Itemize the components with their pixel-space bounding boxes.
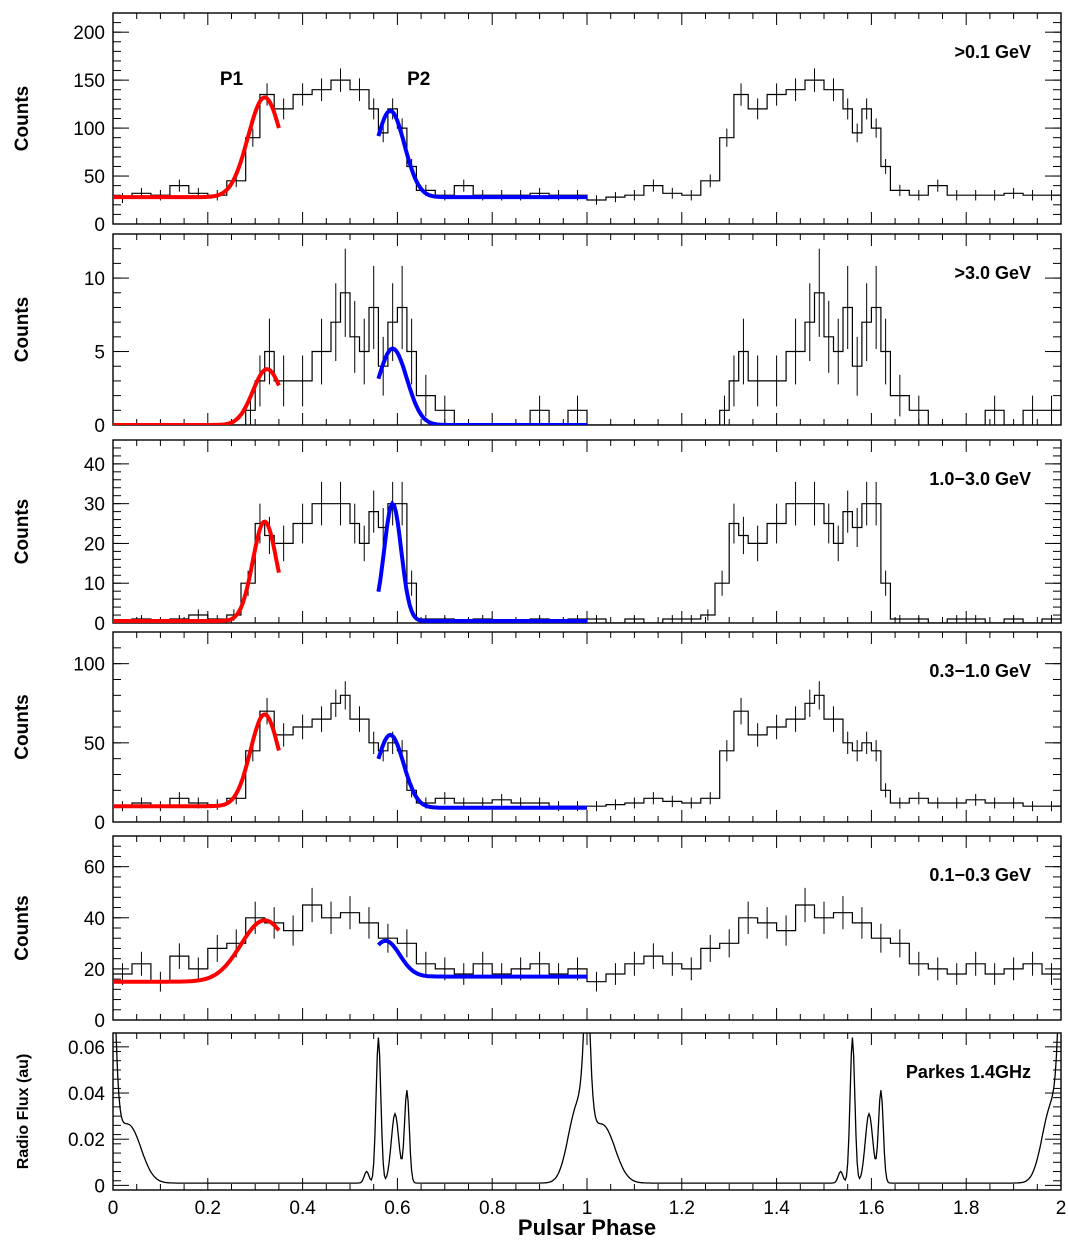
plot-area bbox=[113, 887, 1061, 992]
panel-frame bbox=[112, 1032, 1062, 1191]
plot-area bbox=[113, 481, 1061, 623]
fit-curve-p1 bbox=[113, 918, 281, 984]
fit-curve-p2 bbox=[376, 938, 587, 979]
y-tick-label: 5 bbox=[94, 343, 105, 364]
panel-p3: 0 10 20 30 40 Counts 1.0−3.0 GeV bbox=[12, 439, 1062, 635]
y-tick-label: 0 bbox=[94, 1011, 105, 1032]
x-tick-label: 1.6 bbox=[858, 1198, 884, 1219]
x-tick-label: 0 bbox=[108, 1198, 119, 1219]
panel-energy-label: 0.1−0.3 GeV bbox=[929, 865, 1031, 885]
panel-energy-label: >3.0 GeV bbox=[954, 263, 1031, 283]
peak-label-p1: P1 bbox=[220, 69, 244, 90]
y-tick-label: 50 bbox=[84, 167, 105, 188]
y-tick-label: 0.04 bbox=[68, 1084, 105, 1105]
x-tick-label: 0.2 bbox=[195, 1198, 221, 1219]
x-tick-label: 0.8 bbox=[479, 1198, 505, 1219]
fit-curve-p2 bbox=[376, 732, 587, 810]
x-axis-label: Pulsar Phase bbox=[518, 1215, 656, 1240]
y-tick-label: 0 bbox=[94, 813, 105, 834]
plot-area bbox=[113, 68, 1061, 205]
y-tick-label: 10 bbox=[84, 574, 105, 595]
plot-area bbox=[115, 1033, 1059, 1184]
y-tick-label: 150 bbox=[73, 71, 105, 92]
y-tick-label: 40 bbox=[84, 909, 105, 930]
y-tick-label: 0.02 bbox=[68, 1130, 105, 1151]
fit-curve-p1 bbox=[113, 367, 281, 425]
panel-energy-label: 0.3−1.0 GeV bbox=[929, 661, 1031, 681]
y-tick-label: 100 bbox=[73, 655, 105, 676]
x-tick-label: 0.4 bbox=[289, 1198, 316, 1219]
panel-energy-label: 1.0−3.0 GeV bbox=[929, 469, 1031, 489]
y-tick-label: 0.06 bbox=[68, 1038, 105, 1059]
x-tick-label: 1.4 bbox=[763, 1198, 790, 1219]
panel-p6: 0 0.02 0.04 0.06 Radio Flux (au) Parkes 1.4GH… bbox=[15, 1032, 1062, 1197]
y-tick-label: 10 bbox=[84, 269, 105, 290]
x-tick-label: 1 bbox=[582, 1198, 593, 1219]
histogram-line bbox=[113, 694, 1061, 807]
plot-area bbox=[113, 681, 1061, 812]
plot-area bbox=[113, 248, 1061, 425]
panel-p2: 0 5 10 Counts >3.0 GeV bbox=[12, 233, 1062, 437]
x-tick-label: 2 bbox=[1056, 1198, 1067, 1219]
fit-curve-p2 bbox=[376, 108, 587, 200]
y-axis-label: Counts bbox=[12, 895, 33, 960]
y-tick-label: 40 bbox=[84, 455, 105, 476]
y-axis-label: Radio Flux (au) bbox=[15, 1054, 32, 1170]
panel-p1: 0 50 100 150 200 Counts >0.1 GeV P1 P2 bbox=[12, 12, 1062, 236]
x-tick-label: 1.8 bbox=[953, 1198, 979, 1219]
panel-energy-label: Parkes 1.4GHz bbox=[906, 1062, 1031, 1082]
fit-curve-p2 bbox=[376, 500, 587, 623]
panel-p5: 0 20 40 60 Counts 0.1−0.3 GeV bbox=[12, 835, 1062, 1032]
y-axis-label: Counts bbox=[12, 499, 33, 564]
histogram-line bbox=[113, 503, 1061, 623]
y-tick-label: 0 bbox=[94, 215, 105, 236]
y-axis-label: Counts bbox=[12, 694, 33, 759]
y-axis-label: Counts bbox=[12, 86, 33, 151]
y-tick-label: 20 bbox=[84, 960, 105, 981]
y-axis-label: Counts bbox=[12, 297, 33, 362]
y-tick-label: 20 bbox=[84, 534, 105, 555]
y-tick-label: 0 bbox=[94, 1176, 105, 1197]
fit-curve-p1 bbox=[113, 519, 281, 623]
panel-p4: 0 50 100 Counts 0.3−1.0 GeV bbox=[12, 631, 1062, 834]
y-tick-label: 60 bbox=[84, 858, 105, 879]
y-tick-label: 0 bbox=[94, 416, 105, 437]
fit-curve-p1 bbox=[113, 95, 281, 200]
histogram-line bbox=[113, 292, 1061, 425]
y-tick-label: 200 bbox=[73, 23, 105, 44]
y-tick-label: 100 bbox=[73, 119, 105, 140]
y-tick-label: 30 bbox=[84, 495, 105, 516]
y-tick-label: 50 bbox=[84, 734, 105, 755]
peak-label-p2: P2 bbox=[407, 69, 430, 90]
x-tick-label: 1.2 bbox=[669, 1198, 695, 1219]
x-axis-group: 0 0.2 0.4 0.6 0.8 1 1.2 1.4 1.6 1.8 2 bbox=[108, 1198, 1067, 1219]
histogram-line bbox=[113, 79, 1061, 201]
x-tick-label: 0.6 bbox=[384, 1198, 410, 1219]
radio-profile-line bbox=[115, 1033, 1059, 1184]
y-tick-label: 0 bbox=[94, 614, 105, 635]
fit-curve-p2 bbox=[376, 346, 587, 425]
panel-energy-label: >0.1 GeV bbox=[954, 42, 1031, 62]
fit-curve-p1 bbox=[113, 712, 281, 809]
